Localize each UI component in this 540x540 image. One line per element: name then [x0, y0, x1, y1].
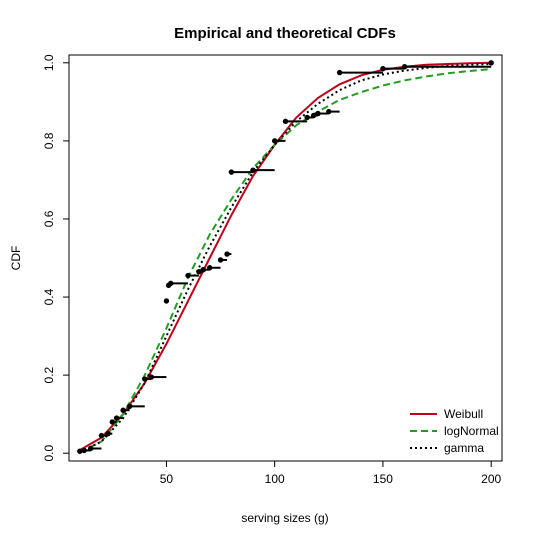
empirical-point: [217, 257, 224, 263]
y-tick-label: 1.0: [42, 54, 56, 71]
empirical-point: [228, 169, 235, 175]
x-tick-label: 150: [373, 472, 393, 486]
y-tick-label: 0.0: [42, 445, 56, 462]
x-axis-label: serving sizes (g): [241, 511, 328, 525]
empirical-point: [196, 268, 202, 275]
empirical-point: [488, 60, 494, 66]
empirical-cdf: [77, 60, 494, 454]
x-tick-label: 50: [160, 472, 174, 486]
empirical-point: [271, 138, 278, 144]
curve-lognormal: [79, 68, 492, 454]
empirical-point: [120, 407, 126, 413]
x-axis: 50 100 150 200: [160, 461, 502, 486]
legend-label-lognormal: logNormal: [444, 424, 499, 438]
empirical-point: [310, 112, 317, 119]
empirical-point: [207, 265, 213, 271]
empirical-point: [250, 167, 256, 173]
empirical-point: [185, 272, 191, 279]
empirical-point: [98, 432, 105, 439]
legend: Weibull logNormal gamma: [410, 407, 499, 455]
x-tick-label: 200: [481, 472, 501, 486]
empirical-point: [105, 430, 111, 437]
empirical-point: [304, 114, 310, 121]
empirical-point: [168, 280, 174, 287]
y-axis: 0.0 0.2 0.4 0.6 0.8 1.0: [42, 54, 69, 462]
empirical-point: [148, 374, 154, 380]
y-tick-label: 0.6: [42, 210, 56, 227]
empirical-point: [163, 298, 170, 304]
chart-title: Empirical and theoretical CDFs: [174, 25, 396, 42]
curve-weibull: [79, 61, 492, 451]
y-tick-label: 0.2: [42, 366, 56, 383]
empirical-point: [109, 419, 116, 425]
y-axis-label: CDF: [9, 246, 23, 271]
empirical-point: [282, 118, 289, 125]
empirical-point: [77, 448, 83, 454]
curve-gamma: [79, 63, 492, 453]
theoretical-curves: [79, 61, 492, 454]
y-tick-label: 0.4: [42, 288, 56, 305]
legend-label-weibull: Weibull: [444, 407, 483, 421]
empirical-point: [380, 65, 386, 72]
legend-label-gamma: gamma: [444, 441, 484, 455]
empirical-point: [113, 415, 120, 421]
plot-frame: [68, 54, 503, 462]
y-tick-label: 0.8: [42, 132, 56, 149]
empirical-point: [142, 376, 148, 382]
empirical-point: [87, 445, 94, 452]
x-tick-label: 100: [265, 472, 285, 486]
empirical-point: [401, 64, 408, 70]
empirical-point: [224, 251, 230, 257]
empirical-point: [326, 108, 332, 115]
empirical-point: [200, 267, 206, 273]
empirical-point: [126, 403, 133, 410]
empirical-point: [315, 110, 321, 117]
empirical-point: [81, 447, 87, 454]
empirical-point: [336, 69, 343, 76]
